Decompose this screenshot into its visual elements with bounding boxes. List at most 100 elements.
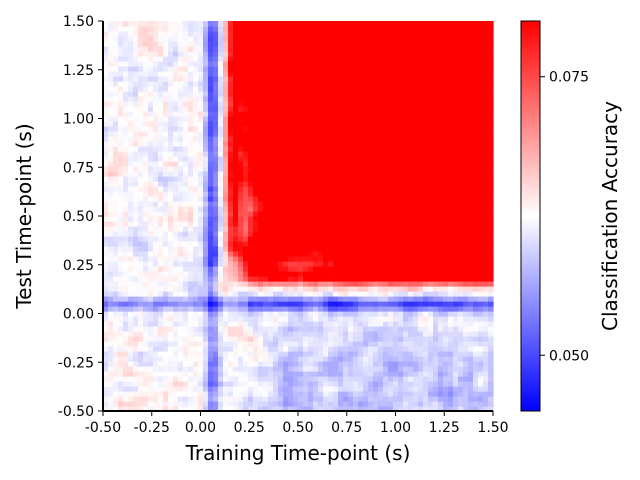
heatmap-cell [173,146,179,152]
heatmap-cell [168,71,174,77]
heatmap-cell [398,326,404,332]
heatmap-cell [273,86,279,92]
heatmap-cell [338,86,344,92]
heatmap-cell [383,336,389,342]
heatmap-cell [418,366,424,372]
heatmap-cell [193,206,199,212]
heatmap-cell [358,166,364,172]
heatmap-cell [343,266,349,272]
heatmap-cell [293,296,299,302]
heatmap-cell [353,291,359,297]
heatmap-cell [383,256,389,262]
heatmap-cell [263,346,269,352]
heatmap-cell [163,196,169,202]
heatmap-cell [293,236,299,242]
heatmap-cell [398,391,404,397]
heatmap-cell [243,336,249,342]
heatmap-cell [143,361,149,367]
heatmap-cell [113,116,119,122]
heatmap-cell [193,216,199,222]
heatmap-cell [153,356,159,362]
heatmap-cell [133,281,139,287]
heatmap-cell [143,236,149,242]
heatmap-cell [178,156,184,162]
heatmap-cell [378,221,384,227]
heatmap-cell [238,211,244,217]
heatmap-cell [228,121,234,127]
heatmap-cell [393,371,399,377]
heatmap-cell [253,331,259,337]
heatmap-cell [203,226,209,232]
heatmap-cell [183,266,189,272]
heatmap-cell [133,211,139,217]
heatmap-cell [213,351,219,357]
heatmap-cell [373,146,379,152]
heatmap-cell [178,71,184,77]
heatmap-cell [108,96,114,102]
heatmap-cell [198,121,204,127]
heatmap-cell [228,371,234,377]
heatmap-cell [398,291,404,297]
heatmap-cell [258,41,264,47]
heatmap-cell [348,251,354,257]
heatmap-cell [273,176,279,182]
heatmap-cell [398,186,404,192]
heatmap-cell [413,181,419,187]
heatmap-cell [363,236,369,242]
heatmap-cell [108,381,114,387]
heatmap-cell [183,386,189,392]
heatmap-cell [323,81,329,87]
heatmap-cell [163,381,169,387]
heatmap-cell [148,161,154,167]
heatmap-cell [378,231,384,237]
heatmap-cell [328,151,334,157]
heatmap-cell [178,276,184,282]
heatmap-cell [298,326,304,332]
heatmap-cell [203,196,209,202]
heatmap-cell [243,361,249,367]
heatmap-cell [373,366,379,372]
heatmap-cell [363,326,369,332]
heatmap-cell [358,341,364,347]
heatmap-cell [383,156,389,162]
heatmap-cell [198,116,204,122]
heatmap-cell [118,231,124,237]
heatmap-cell [218,41,224,47]
heatmap-cell [248,266,254,272]
heatmap-cell [218,321,224,327]
heatmap-cell [258,251,264,257]
heatmap-cell [378,281,384,287]
heatmap-cell [233,351,239,357]
heatmap-cell [158,106,164,112]
heatmap-cell [198,351,204,357]
heatmap-cell [228,91,234,97]
heatmap-cell [343,291,349,297]
heatmap-cell [263,281,269,287]
heatmap-cell [278,181,284,187]
heatmap-cell [118,111,124,117]
heatmap-cell [168,401,174,407]
heatmap-cell [173,356,179,362]
heatmap-cell [273,131,279,137]
heatmap-cell [353,351,359,357]
heatmap-cell [298,46,304,52]
heatmap-cell [108,71,114,77]
heatmap-cell [113,61,119,67]
heatmap-cell [243,346,249,352]
heatmap-cell [403,276,409,282]
heatmap-cell [323,61,329,67]
heatmap-cell [238,326,244,332]
heatmap-cell [343,36,349,42]
heatmap-cell [148,316,154,322]
heatmap-cell [133,301,139,307]
heatmap-cell [313,316,319,322]
heatmap-cell [363,26,369,32]
heatmap-cell [138,61,144,67]
heatmap-cell [193,251,199,257]
heatmap-cell [358,86,364,92]
heatmap-cell [193,111,199,117]
heatmap-cell [118,251,124,257]
heatmap-cell [158,386,164,392]
heatmap-cell [218,171,224,177]
heatmap-cell [323,291,329,297]
